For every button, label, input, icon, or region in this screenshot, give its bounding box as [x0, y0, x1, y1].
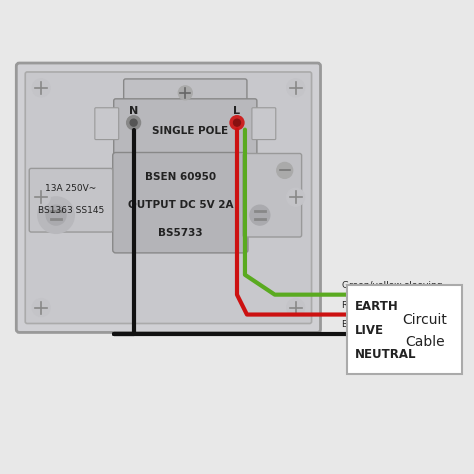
- FancyBboxPatch shape: [114, 99, 257, 163]
- Circle shape: [46, 205, 66, 225]
- Bar: [347, 285, 462, 374]
- Text: Cable: Cable: [405, 336, 445, 349]
- Circle shape: [234, 119, 240, 126]
- Text: BSEN 60950: BSEN 60950: [145, 173, 216, 182]
- Circle shape: [38, 197, 74, 233]
- Text: LIVE: LIVE: [356, 324, 384, 337]
- Circle shape: [32, 188, 50, 206]
- Circle shape: [32, 299, 50, 317]
- FancyBboxPatch shape: [25, 72, 311, 323]
- Circle shape: [250, 205, 270, 225]
- Text: BS5733: BS5733: [158, 228, 203, 238]
- Circle shape: [127, 116, 141, 129]
- Text: Red or brown: Red or brown: [342, 301, 402, 310]
- FancyBboxPatch shape: [16, 63, 320, 332]
- FancyBboxPatch shape: [29, 168, 113, 232]
- Text: L: L: [234, 106, 240, 116]
- Text: EARTH: EARTH: [356, 300, 399, 313]
- FancyBboxPatch shape: [113, 153, 248, 253]
- Circle shape: [287, 188, 305, 206]
- Text: 13A 250V~: 13A 250V~: [46, 184, 97, 193]
- Circle shape: [130, 119, 137, 126]
- Text: Circuit: Circuit: [402, 312, 447, 327]
- FancyBboxPatch shape: [124, 79, 247, 108]
- Text: N: N: [129, 106, 138, 116]
- Text: Black or blue: Black or blue: [342, 320, 401, 329]
- Circle shape: [287, 79, 305, 97]
- Text: BS1363 SS145: BS1363 SS145: [38, 206, 104, 215]
- Circle shape: [32, 79, 50, 97]
- FancyBboxPatch shape: [243, 154, 301, 237]
- FancyBboxPatch shape: [95, 108, 118, 139]
- Text: OUTPUT DC 5V 2A: OUTPUT DC 5V 2A: [128, 200, 233, 210]
- Circle shape: [242, 197, 278, 233]
- Circle shape: [287, 299, 305, 317]
- Circle shape: [230, 116, 244, 129]
- Circle shape: [277, 163, 292, 178]
- Text: SINGLE POLE: SINGLE POLE: [152, 126, 228, 136]
- Text: Green/yellow sleeving: Green/yellow sleeving: [342, 281, 443, 290]
- Text: NEUTRAL: NEUTRAL: [356, 348, 417, 361]
- Circle shape: [178, 86, 192, 100]
- FancyBboxPatch shape: [252, 108, 276, 139]
